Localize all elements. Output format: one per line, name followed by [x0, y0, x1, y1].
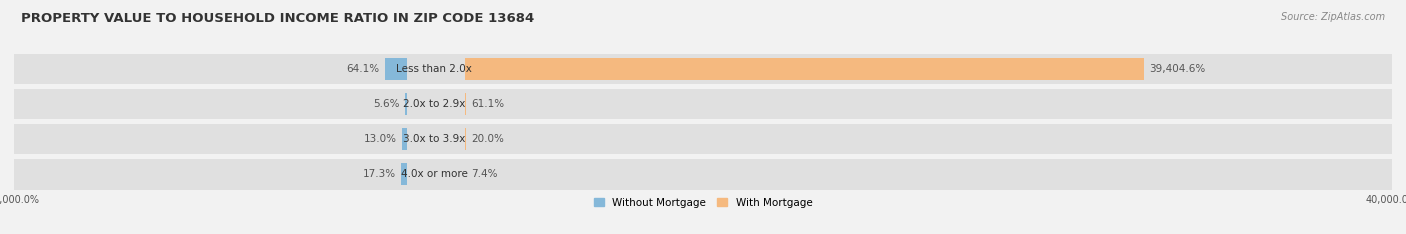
Text: 17.3%: 17.3% [363, 169, 395, 179]
Text: 39,404.6%: 39,404.6% [1149, 64, 1205, 74]
Text: 3.0x to 3.9x: 3.0x to 3.9x [404, 134, 465, 144]
Bar [14, 54, 1392, 84]
Text: PROPERTY VALUE TO HOUSEHOLD INCOME RATIO IN ZIP CODE 13684: PROPERTY VALUE TO HOUSEHOLD INCOME RATIO… [21, 12, 534, 25]
Legend: Without Mortgage, With Mortgage: Without Mortgage, With Mortgage [593, 198, 813, 208]
Text: 64.1%: 64.1% [346, 64, 380, 74]
Text: 4.0x or more: 4.0x or more [401, 169, 468, 179]
Text: Source: ZipAtlas.com: Source: ZipAtlas.com [1281, 12, 1385, 22]
Text: 5.6%: 5.6% [373, 99, 399, 109]
Text: 61.1%: 61.1% [471, 99, 505, 109]
Bar [14, 124, 1392, 154]
Text: 20.0%: 20.0% [471, 134, 503, 144]
Bar [14, 89, 1392, 119]
Text: 2.0x to 2.9x: 2.0x to 2.9x [404, 99, 465, 109]
Bar [385, 58, 406, 80]
Bar [402, 128, 406, 150]
Bar [405, 93, 406, 115]
Text: 7.4%: 7.4% [471, 169, 498, 179]
Bar [14, 159, 1392, 190]
Text: Less than 2.0x: Less than 2.0x [396, 64, 472, 74]
Text: 13.0%: 13.0% [364, 134, 396, 144]
Bar [465, 58, 1144, 80]
Bar [401, 164, 406, 185]
